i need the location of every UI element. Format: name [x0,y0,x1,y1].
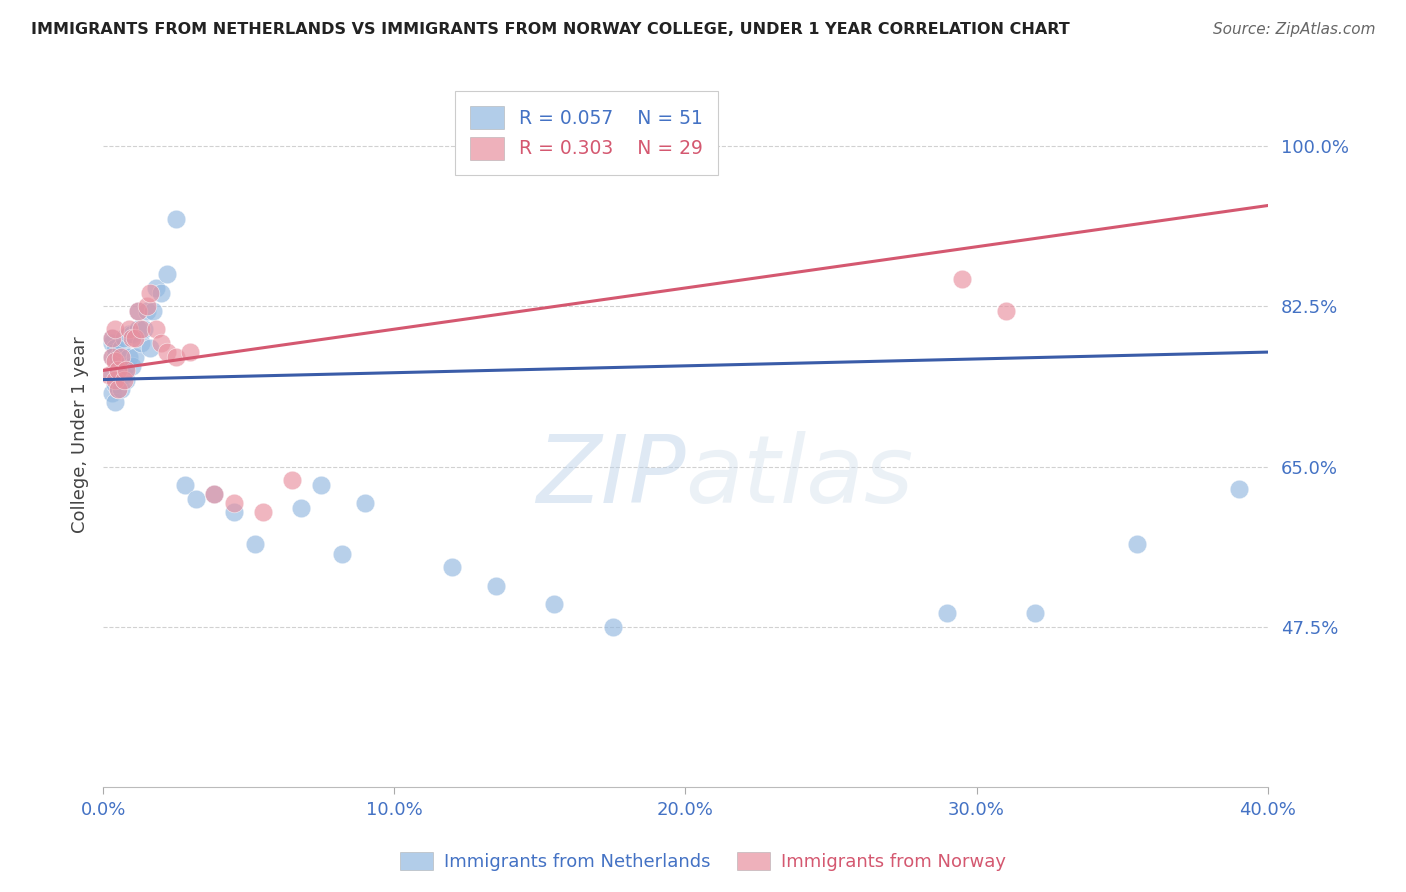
Point [145,281,167,295]
Legend: R = 0.057    N = 51, R = 0.303    N = 29: R = 0.057 N = 51, R = 0.303 N = 29 [456,91,717,175]
Point [156,345,179,359]
Point [107,363,129,377]
Point [118,350,141,364]
Point [104,345,127,359]
Point [118,326,141,341]
Point [118,322,141,336]
Point [112,368,135,382]
Text: atlas: atlas [685,432,914,523]
Point [115,359,138,373]
Point [101,350,124,364]
Point [1024,606,1046,620]
Point [150,335,173,350]
Point [243,537,266,551]
Point [101,335,124,350]
Point [132,322,155,336]
Point [101,331,124,345]
Point [936,606,959,620]
Point [104,322,127,336]
Point [101,386,124,401]
Point [127,304,149,318]
Point [145,322,167,336]
Point [107,350,129,364]
Point [110,341,132,355]
Point [441,560,464,574]
Point [165,350,187,364]
Point [179,345,201,359]
Point [129,322,152,336]
Point [311,478,333,492]
Point [252,505,274,519]
Point [281,473,304,487]
Point [224,505,246,519]
Point [127,322,149,336]
Point [135,299,157,313]
Point [107,363,129,377]
Point [112,373,135,387]
Point [101,350,124,364]
Point [129,335,152,350]
Legend: Immigrants from Netherlands, Immigrants from Norway: Immigrants from Netherlands, Immigrants … [394,845,1012,879]
Point [127,304,149,318]
Point [543,597,565,611]
Point [110,382,132,396]
Text: ZIP: ZIP [536,432,685,523]
Point [124,331,146,345]
Point [101,368,124,382]
Point [156,267,179,281]
Point [602,620,624,634]
Text: IMMIGRANTS FROM NETHERLANDS VS IMMIGRANTS FROM NORWAY COLLEGE, UNDER 1 YEAR CORR: IMMIGRANTS FROM NETHERLANDS VS IMMIGRANT… [31,22,1070,37]
Point [202,487,225,501]
Point [1125,537,1147,551]
Point [97,368,120,382]
Point [110,350,132,364]
Point [135,304,157,318]
Point [165,212,187,227]
Point [104,354,127,368]
Point [173,478,195,492]
Point [1227,483,1250,497]
Point [994,304,1017,318]
Point [950,272,973,286]
Point [485,579,508,593]
Point [121,359,143,373]
Point [142,304,165,318]
Point [290,500,312,515]
Point [104,395,127,409]
Point [186,491,208,506]
Point [115,373,138,387]
Point [138,341,160,355]
Y-axis label: College, Under 1 year: College, Under 1 year [72,336,89,533]
Point [150,285,173,300]
Point [107,382,129,396]
Text: Source: ZipAtlas.com: Source: ZipAtlas.com [1212,22,1375,37]
Point [107,382,129,396]
Point [138,285,160,300]
Point [104,373,127,387]
Point [224,496,246,510]
Point [330,547,353,561]
Point [124,350,146,364]
Point [101,331,124,345]
Point [104,377,127,392]
Point [115,363,138,377]
Point [202,487,225,501]
Point [112,331,135,345]
Point [104,341,127,355]
Point [121,331,143,345]
Point [121,326,143,341]
Point [354,496,377,510]
